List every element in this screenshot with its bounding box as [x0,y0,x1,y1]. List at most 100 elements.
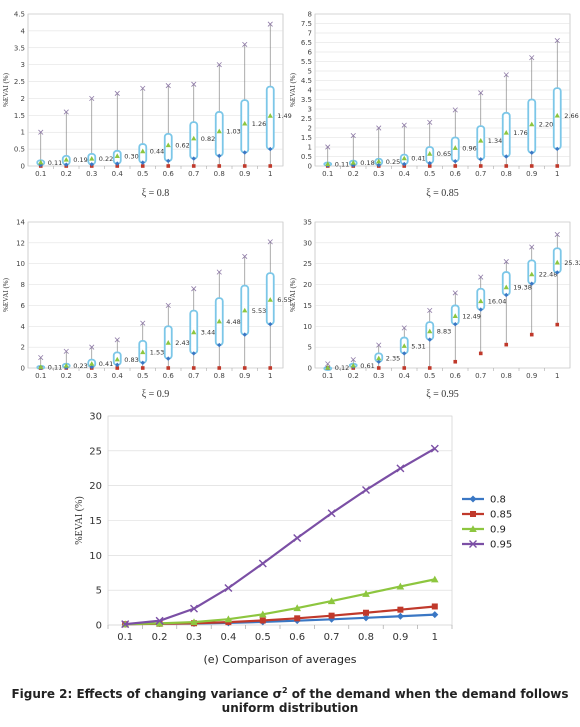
mean-data-label: 0.25 [386,158,400,166]
chart-subtitle: ξ = 0.9 [142,389,170,400]
x-tick-label: 0.9 [526,170,537,178]
mean-marker [376,355,382,361]
q1-marker [217,153,222,159]
max-marker [350,133,356,139]
mean-data-label: 1.53 [150,349,164,357]
y-tick-label: 4 [21,27,26,35]
q1-marker [427,337,432,342]
mean-marker [216,128,222,134]
mean-marker [89,155,95,161]
data-point [294,615,301,622]
x-tick-label: 0.4 [112,372,124,380]
x-tick-label: 0.4 [399,170,411,178]
chart-subtitle: (e) Comparison of averages [203,653,356,666]
q1-marker [191,156,196,161]
figure-caption-line1: Figure 2: Effects of changing variance σ [11,687,283,701]
legend-label: 0.8 [490,495,506,506]
max-marker [554,38,560,44]
mean-data-label: 0.61 [360,362,374,370]
data-point [362,589,370,597]
x-tick-label: 0.6 [163,170,175,178]
q1-marker [115,161,120,166]
x-tick-label: 0.8 [358,632,374,643]
max-marker [554,231,560,238]
data-point [431,603,438,610]
mean-data-label: 0.44 [150,148,164,156]
q1-marker [453,322,458,327]
iqr-box [265,85,275,151]
iqr-box [501,271,511,296]
y-tick-label: 7 [308,30,312,38]
x-tick-label: 0.8 [501,170,512,178]
q1-marker [529,281,534,286]
iqr-box [501,111,511,158]
mean-marker [427,151,433,156]
y-tick-label: 20 [303,281,312,289]
y-tick-label: 3.5 [14,44,25,52]
min-marker [504,342,509,347]
data-point [431,611,439,619]
mean-data-label: 1.03 [226,128,240,136]
q1-marker [38,162,43,168]
max-marker [140,85,146,91]
q1-marker [555,270,560,275]
mean-marker [529,271,535,277]
mean-data-label: 5.53 [252,307,266,315]
max-marker [216,269,222,275]
min-marker [427,366,432,370]
mean-marker [478,137,484,143]
data-point [362,614,370,622]
max-marker [114,337,120,343]
max-marker [325,144,331,150]
mean-data-label: 6.55 [277,296,291,304]
mean-data-label: 3.44 [201,329,215,337]
mean-data-label: 12.49 [462,312,481,320]
y-tick-label: 0 [308,163,312,171]
mean-data-label: 0.19 [73,156,87,164]
x-tick-label: 0.7 [475,372,486,380]
min-marker [453,359,458,364]
max-marker [401,122,407,128]
q1-marker [140,360,145,365]
min-marker [166,164,171,168]
data-point [328,612,335,619]
mean-marker [89,361,95,366]
q1-marker [166,158,171,164]
max-marker [267,239,273,245]
mean-data-label: 22.48 [539,271,558,279]
y-tick-label: 25 [303,260,312,268]
x-tick-label: 0.5 [137,170,148,178]
q1-marker [64,162,69,167]
q1-marker [427,160,432,166]
figure-caption-line2: uniform distribution [221,701,359,715]
min-marker [376,366,381,370]
q1-marker [89,364,94,370]
figure-caption: Figure 2: Effects of changing variance σ… [0,686,580,715]
q1-marker [376,162,381,168]
y-tick-label: 25 [89,446,102,457]
min-marker [115,164,120,168]
x-tick-label: 0.1 [322,372,333,380]
q1-marker [453,159,458,164]
mean-data-label: 0.62 [175,142,189,150]
y-tick-label: 8 [21,281,25,289]
y-axis-label: %EVAI (%) [74,496,85,544]
y-tick-label: 4.5 [14,11,25,19]
mean-marker [114,356,120,362]
x-tick-label: 0.1 [322,170,333,178]
x-tick-label: 1 [555,372,559,380]
legend-entry: 0.95 [462,540,512,551]
data-point [327,597,336,605]
max-marker [63,109,69,115]
x-tick-label: 0.8 [214,372,225,380]
y-tick-label: 2 [21,95,25,103]
legend-swatch-marker [469,525,477,533]
y-tick-label: 6 [21,302,26,310]
min-marker [217,164,222,168]
max-marker [503,72,509,78]
x-tick-label: 0.6 [289,632,305,643]
iqr-box [138,143,148,164]
q1-marker [478,307,483,312]
data-point [224,615,233,623]
